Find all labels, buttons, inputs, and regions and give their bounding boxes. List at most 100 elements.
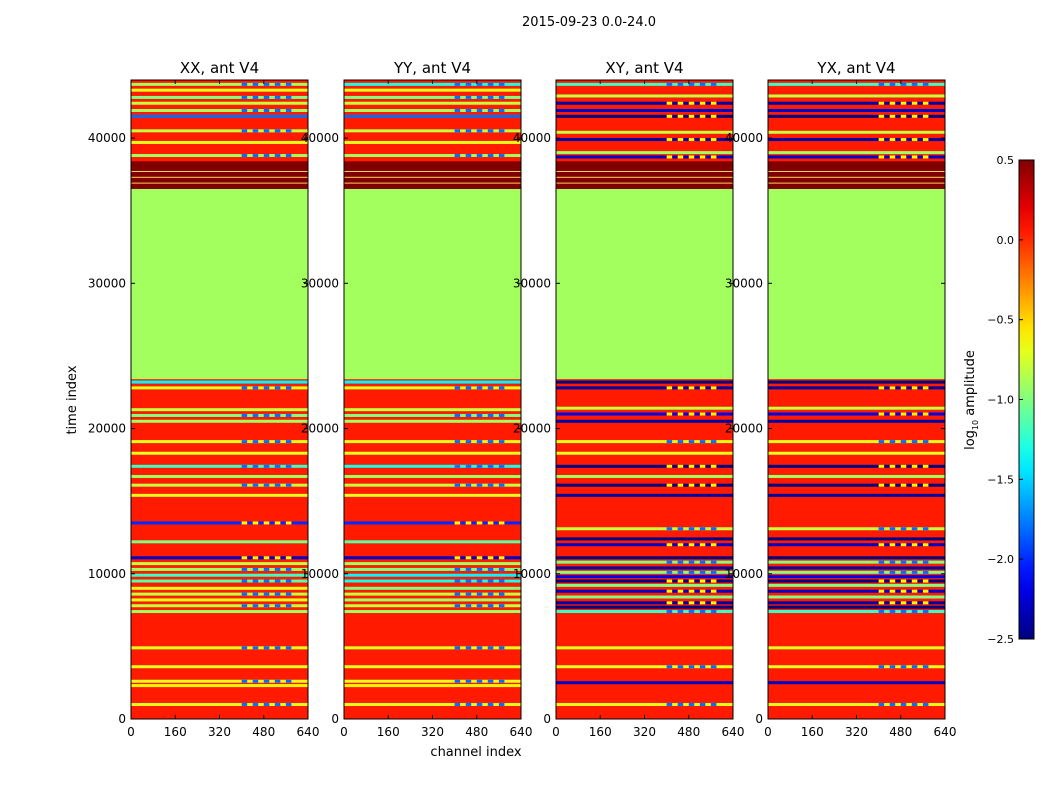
heatmap-speckle <box>487 556 494 560</box>
heatmap-band <box>344 604 521 608</box>
heatmap-stripe <box>556 182 733 184</box>
heatmap-speckle <box>900 386 907 390</box>
heatmap-speckle <box>252 592 259 596</box>
heatmap-speckle <box>465 604 472 608</box>
colorbar-tick-label: 0.5 <box>997 154 1015 167</box>
heatmap-speckle <box>252 567 259 571</box>
heatmap-speckle <box>274 464 281 468</box>
heatmap-speckle <box>710 527 717 531</box>
heatmap-speckle <box>911 570 918 574</box>
heatmap-speckle <box>699 101 706 105</box>
heatmap-band <box>768 114 945 118</box>
heatmap-band <box>768 560 945 564</box>
heatmap-speckle <box>911 589 918 593</box>
heatmap-speckle <box>666 527 673 531</box>
heatmap-speckle <box>252 440 259 444</box>
heatmap-band <box>131 493 308 497</box>
heatmap-speckle <box>699 483 706 487</box>
heatmap-speckle <box>476 154 483 158</box>
heatmap-speckle <box>699 570 706 574</box>
heatmap-speckle <box>252 95 259 99</box>
heatmap-band <box>131 567 308 571</box>
heatmap-speckle <box>666 138 673 142</box>
heatmap-speckle <box>498 154 505 158</box>
heatmap-speckle <box>274 646 281 650</box>
heatmap-speckle <box>274 556 281 560</box>
heatmap-band <box>556 483 733 487</box>
heatmap-speckle <box>900 155 907 159</box>
heatmap-speckle <box>911 138 918 142</box>
heatmap-speckle <box>666 560 673 564</box>
heatmap-speckle <box>666 101 673 105</box>
heatmap-speckle <box>688 440 695 444</box>
heatmap-speckle <box>487 95 494 99</box>
heatmap-speckle <box>465 440 472 444</box>
heatmap-speckle <box>699 412 706 416</box>
y-axis-label: time index <box>65 365 80 434</box>
heatmap-region <box>556 161 733 189</box>
heatmap-band <box>556 464 733 468</box>
heatmap-band <box>344 598 521 602</box>
heatmap-speckle <box>454 154 461 158</box>
heatmap-speckle <box>688 412 695 416</box>
heatmap-speckle <box>911 560 918 564</box>
panel-title: YX, ant V4 <box>816 59 895 77</box>
heatmap-band <box>344 386 521 390</box>
heatmap-speckle <box>476 464 483 468</box>
heatmap-band <box>556 702 733 706</box>
heatmap-speckle <box>241 483 248 487</box>
colorbar-label: log10 amplitude <box>963 350 980 450</box>
heatmap-speckle <box>666 543 673 547</box>
heatmap-speckle <box>263 567 270 571</box>
heatmap-speckle <box>710 570 717 574</box>
heatmap-band <box>768 464 945 468</box>
heatmap-speckle <box>900 82 907 86</box>
heatmap-speckle <box>878 543 885 547</box>
heatmap-speckle <box>699 527 706 531</box>
heatmap-band <box>344 586 521 590</box>
heatmap-speckle <box>677 601 684 605</box>
heatmap-speckle <box>263 604 270 608</box>
heatmap-band <box>131 579 308 583</box>
heatmap-speckle <box>900 702 907 706</box>
heatmap-band <box>768 451 945 455</box>
heatmap-speckle <box>710 560 717 564</box>
heatmap-speckle <box>900 101 907 105</box>
heatmap-band <box>131 540 308 544</box>
heatmap-speckle <box>922 665 929 669</box>
heatmap-speckle <box>285 129 292 133</box>
heatmap-band <box>344 140 521 144</box>
x-tick-label: 0 <box>552 725 560 739</box>
heatmap-speckle <box>677 101 684 105</box>
heatmap-band <box>768 380 945 384</box>
heatmap-speckle <box>911 412 918 416</box>
heatmap-speckle <box>285 413 292 417</box>
y-tick-label: 40000 <box>301 131 339 145</box>
heatmap-speckle <box>699 543 706 547</box>
heatmap-speckle <box>476 82 483 86</box>
heatmap-speckle <box>922 440 929 444</box>
heatmap-speckle <box>922 610 929 614</box>
heatmap-speckle <box>699 464 706 468</box>
heatmap-speckle <box>454 82 461 86</box>
heatmap-band <box>131 108 308 112</box>
heatmap-band <box>556 440 733 444</box>
heatmap-speckle <box>274 95 281 99</box>
heatmap-speckle <box>465 679 472 683</box>
heatmap-speckle <box>922 464 929 468</box>
heatmap-speckle <box>252 108 259 112</box>
heatmap-speckle <box>476 440 483 444</box>
heatmap-band <box>344 129 521 133</box>
heatmap-band <box>131 521 308 525</box>
heatmap-speckle <box>710 601 717 605</box>
heatmap-speckle <box>922 589 929 593</box>
panel-3: XY, ant V4 0 160 320 480 640 0 10000 20000 30000 4… <box>513 59 745 739</box>
x-tick-label: 160 <box>801 725 824 739</box>
heatmap-band <box>344 562 521 566</box>
heatmap-band <box>556 406 733 410</box>
heatmap-band <box>556 527 733 531</box>
heatmap-band <box>344 556 521 560</box>
heatmap-speckle <box>900 527 907 531</box>
heatmap-speckle <box>677 702 684 706</box>
heatmap-speckle <box>878 440 885 444</box>
